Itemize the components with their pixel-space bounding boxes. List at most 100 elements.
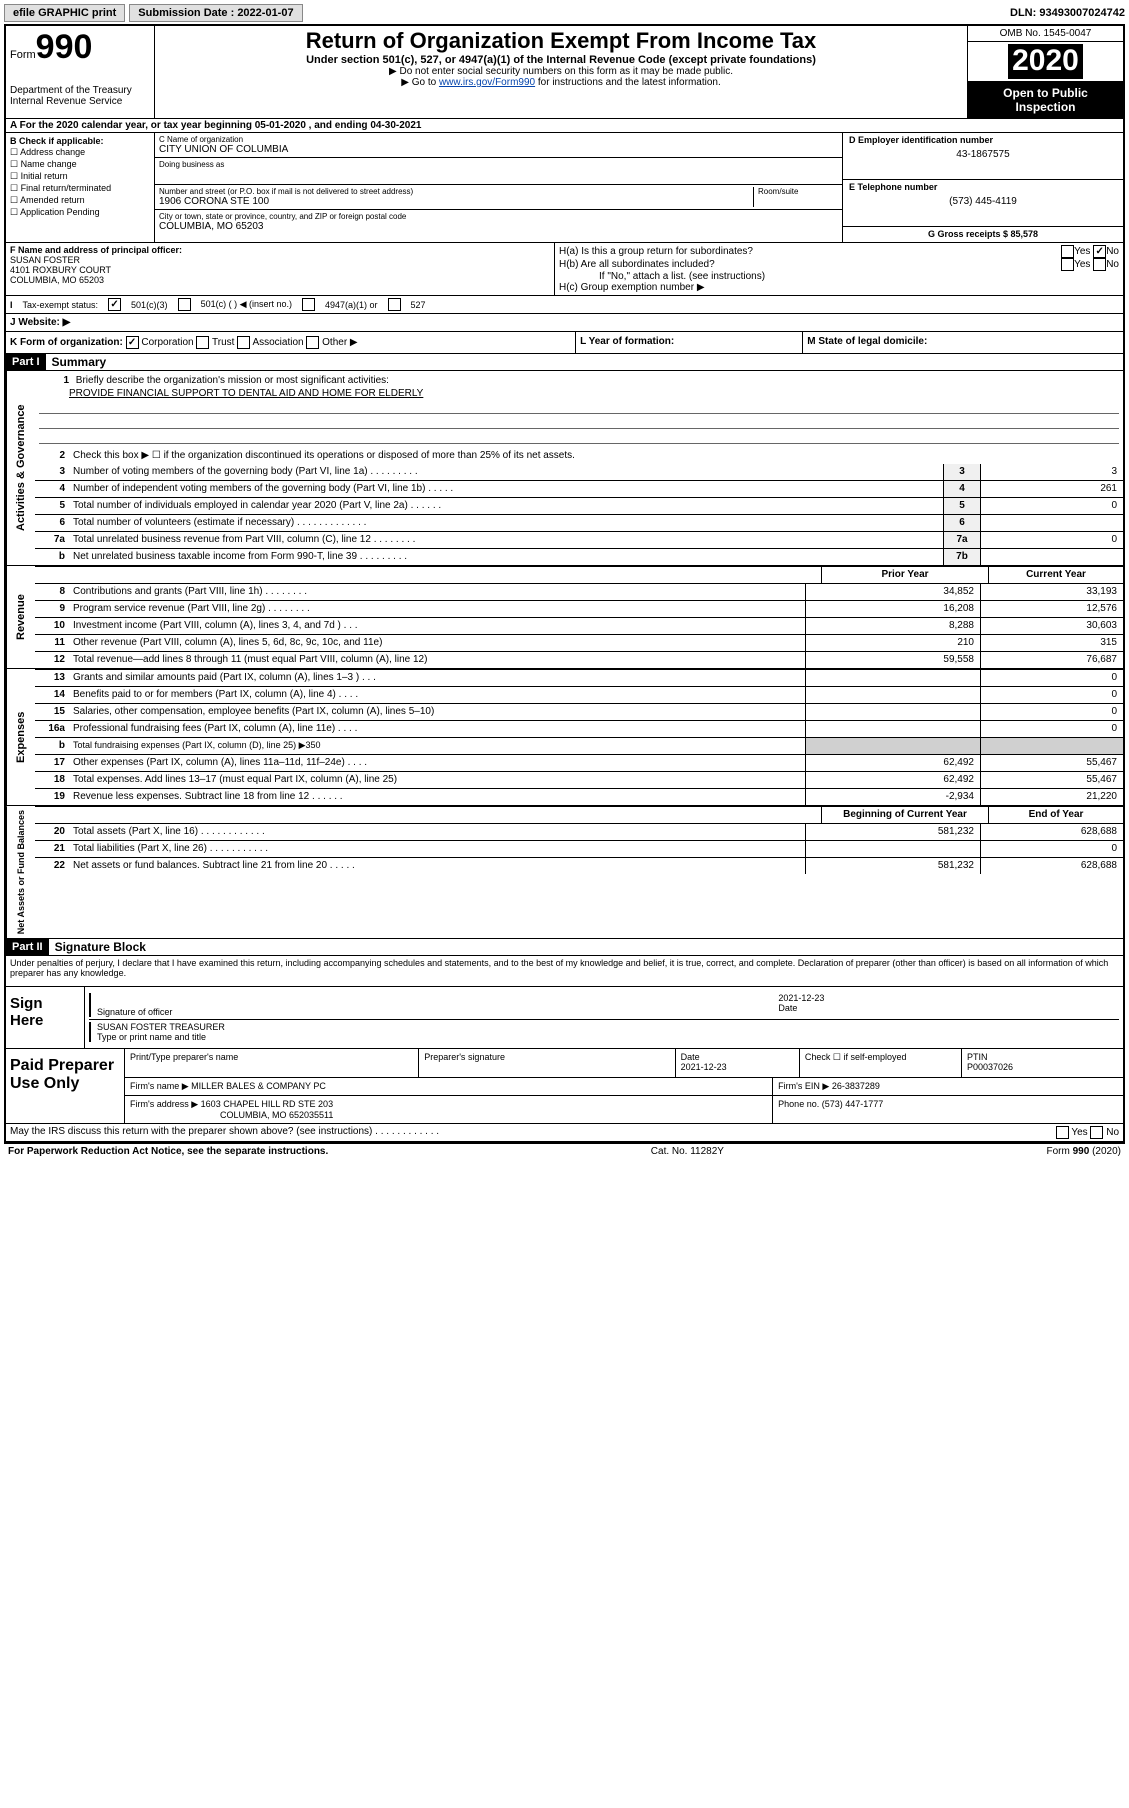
line-18: 18Total expenses. Add lines 13–17 (must … bbox=[35, 771, 1123, 788]
ha-no[interactable]: ✓ bbox=[1093, 245, 1106, 258]
line-8: 8Contributions and grants (Part VIII, li… bbox=[35, 583, 1123, 600]
l5-text: Total number of individuals employed in … bbox=[69, 498, 943, 514]
l9-current: 12,576 bbox=[980, 601, 1123, 617]
city-lbl: City or town, state or province, country… bbox=[159, 212, 838, 221]
org-name-val: CITY UNION OF COLUMBIA bbox=[159, 144, 838, 155]
l15-prior bbox=[805, 704, 980, 720]
section-governance: Activities & Governance 1 Briefly descri… bbox=[6, 370, 1123, 565]
l7a-box: 7a bbox=[943, 532, 980, 548]
l19-prior: -2,934 bbox=[805, 789, 980, 805]
side-net: Net Assets or Fund Balances bbox=[6, 806, 35, 938]
hdr-current: Current Year bbox=[988, 567, 1123, 583]
k-trust[interactable] bbox=[196, 336, 209, 349]
l6-box: 6 bbox=[943, 515, 980, 531]
l21-prior bbox=[805, 841, 980, 857]
l7b-box: 7b bbox=[943, 549, 980, 565]
i-4947[interactable] bbox=[302, 298, 315, 311]
part-i-header: Part I Summary bbox=[6, 353, 1123, 370]
line-10: 10Investment income (Part VIII, column (… bbox=[35, 617, 1123, 634]
l3-box: 3 bbox=[943, 464, 980, 480]
k-assoc[interactable] bbox=[237, 336, 250, 349]
line-6: 6Total number of volunteers (estimate if… bbox=[35, 514, 1123, 531]
section-f: F Name and address of principal officer:… bbox=[6, 243, 555, 295]
hb-no[interactable] bbox=[1093, 258, 1106, 271]
l9-prior: 16,208 bbox=[805, 601, 980, 617]
sig-row-2: SUSAN FOSTER TREASURER Type or print nam… bbox=[89, 1020, 1119, 1044]
line-14: 14Benefits paid to or for members (Part … bbox=[35, 686, 1123, 703]
note-ssn: ▶ Do not enter social security numbers o… bbox=[159, 66, 963, 77]
street-lbl: Number and street (or P.O. box if mail i… bbox=[159, 187, 753, 196]
l5-val: 0 bbox=[980, 498, 1123, 514]
line-20: 20Total assets (Part X, line 16) . . . .… bbox=[35, 823, 1123, 840]
l4-val: 261 bbox=[980, 481, 1123, 497]
hb-yes[interactable] bbox=[1061, 258, 1074, 271]
part-ii-header: Part II Signature Block bbox=[6, 938, 1123, 955]
irs-link[interactable]: www.irs.gov/Form990 bbox=[439, 77, 535, 88]
l5-box: 5 bbox=[943, 498, 980, 514]
dba-field: Doing business as bbox=[155, 158, 842, 185]
sig-name: SUSAN FOSTER TREASURER bbox=[97, 1022, 1119, 1032]
l16b-text: Total fundraising expenses (Part IX, col… bbox=[69, 738, 805, 754]
dln-label: DLN: 93493007024742 bbox=[1010, 7, 1125, 19]
l18-current: 55,467 bbox=[980, 772, 1123, 788]
line-11: 11Other revenue (Part VIII, column (A), … bbox=[35, 634, 1123, 651]
room-lbl: Room/suite bbox=[758, 187, 838, 196]
submission-date-button[interactable]: Submission Date : 2022-01-07 bbox=[129, 4, 302, 22]
line-17: 17Other expenses (Part IX, column (A), l… bbox=[35, 754, 1123, 771]
discuss-no[interactable] bbox=[1090, 1126, 1103, 1139]
ha-yn: Yes ✓No bbox=[1061, 245, 1119, 258]
hdr-beg: Beginning of Current Year bbox=[821, 807, 988, 823]
chk-initial-return[interactable]: Initial return bbox=[10, 171, 150, 182]
i-opt3: 527 bbox=[411, 300, 426, 310]
side-revenue: Revenue bbox=[6, 566, 35, 668]
f-addr1: 4101 ROXBURY COURT bbox=[10, 265, 550, 275]
efile-button[interactable]: efile GRAPHIC print bbox=[4, 4, 125, 22]
chk-application-pending[interactable]: Application Pending bbox=[10, 207, 150, 218]
l16a-text: Professional fundraising fees (Part IX, … bbox=[69, 721, 805, 737]
l15-current: 0 bbox=[980, 704, 1123, 720]
p-h5-lbl: PTIN bbox=[967, 1052, 1118, 1062]
k-corp[interactable]: ✓ bbox=[126, 336, 139, 349]
city-val: COLUMBIA, MO 65203 bbox=[159, 221, 838, 232]
p-h3-lbl: Date bbox=[681, 1052, 794, 1062]
firm-phone-lbl: Phone no. bbox=[778, 1099, 819, 1109]
paid-preparer-block: Paid Preparer Use Only Print/Type prepar… bbox=[6, 1048, 1123, 1124]
dba-lbl: Doing business as bbox=[159, 160, 838, 169]
header-center: Return of Organization Exempt From Incom… bbox=[155, 26, 968, 118]
sig-row-1: Signature of officer 2021-12-23 Date bbox=[89, 991, 1119, 1020]
l21-current: 0 bbox=[980, 841, 1123, 857]
line-1: 1 Briefly describe the organization's mi… bbox=[35, 371, 1123, 448]
l20-current: 628,688 bbox=[980, 824, 1123, 840]
blank-line-2 bbox=[39, 416, 1119, 429]
block-bcdeg: B Check if applicable: Address change Na… bbox=[6, 132, 1123, 242]
p-h2: Preparer's signature bbox=[424, 1052, 669, 1062]
discuss-yes[interactable] bbox=[1056, 1126, 1069, 1139]
chk-amended-return[interactable]: Amended return bbox=[10, 195, 150, 206]
chk-name-change[interactable]: Name change bbox=[10, 159, 150, 170]
p-h3: 2021-12-23 bbox=[681, 1062, 794, 1072]
chk-address-change[interactable]: Address change bbox=[10, 147, 150, 158]
k-other[interactable] bbox=[306, 336, 319, 349]
ha-yes[interactable] bbox=[1061, 245, 1074, 258]
line-9: 9Program service revenue (Part VIII, lin… bbox=[35, 600, 1123, 617]
l13-text: Grants and similar amounts paid (Part IX… bbox=[69, 670, 805, 686]
line-a: A For the 2020 calendar year, or tax yea… bbox=[6, 118, 1123, 132]
l20-prior: 581,232 bbox=[805, 824, 980, 840]
street-val: 1906 CORONA STE 100 bbox=[159, 196, 753, 207]
hc-text: H(c) Group exemption number ▶ bbox=[559, 282, 1119, 293]
l14-prior bbox=[805, 687, 980, 703]
f-lbl: F Name and address of principal officer: bbox=[10, 245, 550, 255]
tax-year: 2020 bbox=[1008, 44, 1083, 79]
i-527[interactable] bbox=[388, 298, 401, 311]
paid-row-1: Print/Type preparer's name Preparer's si… bbox=[124, 1049, 1123, 1078]
i-501c[interactable] bbox=[178, 298, 191, 311]
l18-text: Total expenses. Add lines 13–17 (must eq… bbox=[69, 772, 805, 788]
part-ii-tag: Part II bbox=[6, 939, 49, 955]
line-2: 2Check this box ▶ ☐ if the organization … bbox=[35, 448, 1123, 464]
phone-val: (573) 445-4119 bbox=[849, 192, 1117, 207]
i-501c3[interactable]: ✓ bbox=[108, 298, 121, 311]
l7b-val bbox=[980, 549, 1123, 565]
l4-box: 4 bbox=[943, 481, 980, 497]
l-year-formation: L Year of formation: bbox=[576, 332, 803, 353]
chk-final-return[interactable]: Final return/terminated bbox=[10, 183, 150, 194]
